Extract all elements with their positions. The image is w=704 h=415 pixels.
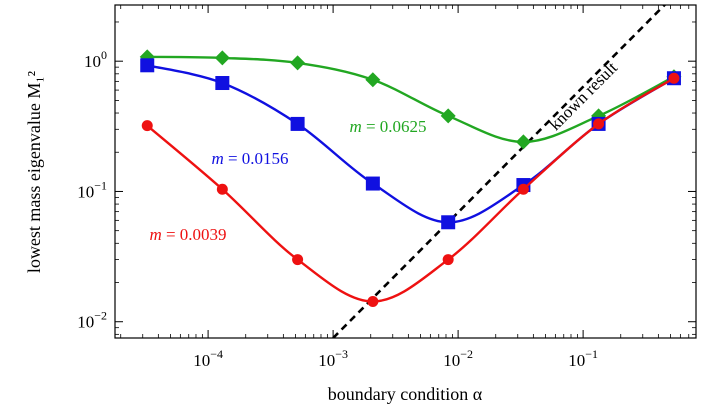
y-tick-label: 100 bbox=[84, 48, 107, 71]
data-point bbox=[140, 58, 155, 73]
data-point bbox=[517, 183, 529, 195]
reference-line-layer bbox=[332, 5, 667, 338]
data-point bbox=[442, 254, 454, 266]
data-point bbox=[365, 72, 381, 88]
y-axis-label: lowest mass eigenvalue M₁² bbox=[24, 71, 44, 273]
series-label: m = 0.0625 bbox=[349, 117, 426, 136]
series-layer bbox=[139, 49, 682, 307]
data-point bbox=[290, 116, 305, 131]
data-point bbox=[365, 176, 380, 191]
data-point bbox=[290, 55, 306, 71]
series-label: m = 0.0039 bbox=[149, 225, 226, 244]
y-tick-label: 10−2 bbox=[77, 309, 107, 332]
data-point bbox=[515, 134, 531, 150]
x-tick-label: 10−1 bbox=[568, 347, 598, 370]
data-point bbox=[215, 76, 230, 91]
data-point bbox=[214, 50, 230, 66]
data-point bbox=[292, 254, 304, 266]
data-point bbox=[139, 49, 155, 65]
x-tick-label: 10−4 bbox=[193, 347, 223, 370]
tick-layer bbox=[115, 5, 696, 338]
data-point bbox=[593, 118, 605, 130]
data-point bbox=[441, 215, 456, 230]
reference-line bbox=[332, 5, 667, 338]
data-point bbox=[141, 120, 153, 132]
x-tick-label: 10−2 bbox=[443, 347, 473, 370]
y-tick-label: 10−1 bbox=[77, 178, 107, 201]
plot-frame bbox=[114, 4, 697, 339]
data-point bbox=[216, 183, 228, 195]
data-point bbox=[367, 295, 379, 307]
data-point bbox=[440, 108, 456, 124]
series-line bbox=[146, 77, 675, 303]
data-point bbox=[668, 72, 680, 84]
series-m-0-0039 bbox=[141, 72, 680, 307]
series-label: m = 0.0156 bbox=[211, 149, 288, 168]
x-axis-label: boundary condition α bbox=[328, 384, 483, 404]
x-tick-label: 10−3 bbox=[318, 347, 348, 370]
